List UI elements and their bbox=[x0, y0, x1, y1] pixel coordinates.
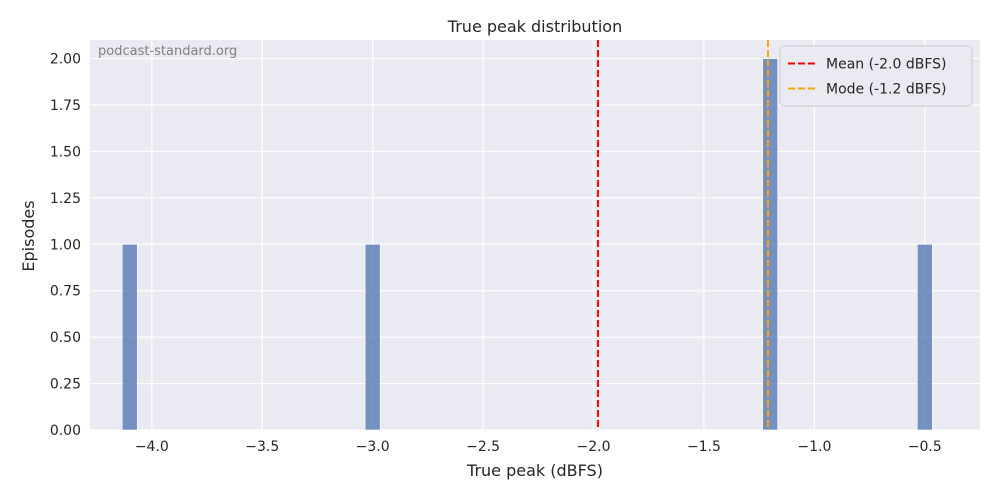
x-tick-label: −1.0 bbox=[797, 439, 831, 455]
x-tick-label: −1.5 bbox=[687, 439, 721, 455]
x-tick-label: −2.0 bbox=[577, 439, 611, 455]
histogram-bar bbox=[121, 243, 138, 431]
reference-lines bbox=[596, 40, 769, 430]
x-tick-label: −0.5 bbox=[908, 439, 942, 455]
y-tick-label: 0.75 bbox=[50, 284, 81, 300]
histogram-bar bbox=[762, 58, 779, 431]
watermark-text: podcast-standard.org bbox=[98, 44, 237, 59]
x-tick-label: −2.5 bbox=[466, 439, 500, 455]
y-tick-label: 1.00 bbox=[50, 237, 81, 253]
legend-label: Mode (-1.2 dBFS) bbox=[826, 82, 946, 98]
legend-box bbox=[779, 45, 973, 107]
y-axis-ticks: 0.00 0.25 0.50 0.75 1.00 1.25 1.50 1.75 2.00 bbox=[50, 52, 81, 439]
y-tick-label: 0.25 bbox=[50, 377, 81, 393]
y-tick-label: 2.00 bbox=[50, 52, 81, 68]
y-tick-label: 1.50 bbox=[50, 144, 81, 160]
x-tick-label: −4.0 bbox=[135, 439, 169, 455]
histogram-bars bbox=[121, 58, 933, 431]
x-tick-label: −3.5 bbox=[245, 439, 279, 455]
x-axis-label: True peak (dBFS) bbox=[466, 461, 603, 480]
y-tick-label: 1.25 bbox=[50, 191, 81, 207]
y-axis-label: Episodes bbox=[19, 200, 38, 271]
legend: Mean (-2.0 dBFS) Mode (-1.2 dBFS) bbox=[779, 45, 973, 107]
y-tick-label: 0.50 bbox=[50, 330, 81, 346]
x-axis-ticks: −4.0 −3.5 −3.0 −2.5 −2.0 −1.5 −1.0 −0.5 bbox=[135, 439, 942, 455]
y-tick-label: 1.75 bbox=[50, 98, 81, 114]
histogram-bar bbox=[364, 243, 381, 431]
chart-title: True peak distribution bbox=[447, 17, 622, 36]
histogram-bar bbox=[916, 243, 933, 431]
legend-label: Mean (-2.0 dBFS) bbox=[826, 57, 946, 73]
y-tick-label: 0.00 bbox=[50, 423, 81, 439]
x-tick-label: −3.0 bbox=[356, 439, 390, 455]
